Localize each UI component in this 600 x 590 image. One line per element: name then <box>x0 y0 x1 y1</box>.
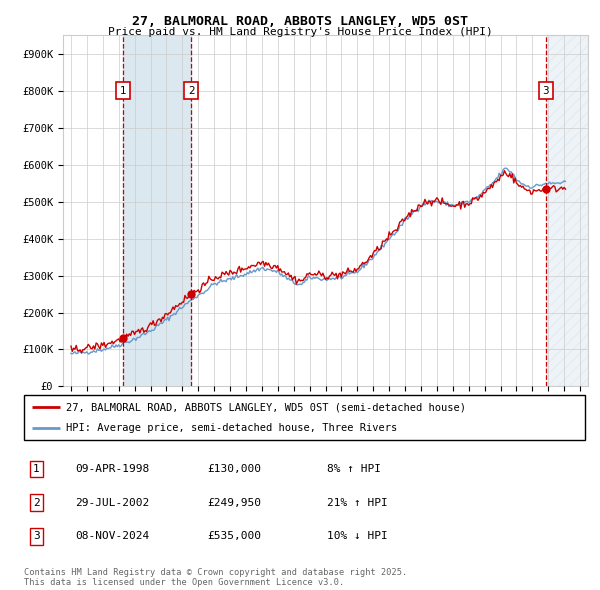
Text: 1: 1 <box>33 464 40 474</box>
Text: 08-NOV-2024: 08-NOV-2024 <box>75 532 149 541</box>
Text: £535,000: £535,000 <box>207 532 261 541</box>
Text: 27, BALMORAL ROAD, ABBOTS LANGLEY, WD5 0ST: 27, BALMORAL ROAD, ABBOTS LANGLEY, WD5 0… <box>132 15 468 28</box>
Text: 2: 2 <box>188 86 195 96</box>
Text: 2: 2 <box>33 498 40 507</box>
Text: 3: 3 <box>33 532 40 541</box>
Text: Price paid vs. HM Land Registry's House Price Index (HPI): Price paid vs. HM Land Registry's House … <box>107 27 493 37</box>
Text: 3: 3 <box>542 86 549 96</box>
Text: 10% ↓ HPI: 10% ↓ HPI <box>327 532 388 541</box>
Text: HPI: Average price, semi-detached house, Three Rivers: HPI: Average price, semi-detached house,… <box>66 422 397 432</box>
Text: £130,000: £130,000 <box>207 464 261 474</box>
Text: 09-APR-1998: 09-APR-1998 <box>75 464 149 474</box>
Text: 8% ↑ HPI: 8% ↑ HPI <box>327 464 381 474</box>
Bar <box>546 35 588 386</box>
FancyBboxPatch shape <box>24 395 585 440</box>
Text: 27, BALMORAL ROAD, ABBOTS LANGLEY, WD5 0ST (semi-detached house): 27, BALMORAL ROAD, ABBOTS LANGLEY, WD5 0… <box>66 402 466 412</box>
Text: 29-JUL-2002: 29-JUL-2002 <box>75 498 149 507</box>
Text: Contains HM Land Registry data © Crown copyright and database right 2025.
This d: Contains HM Land Registry data © Crown c… <box>24 568 407 587</box>
Text: 1: 1 <box>120 86 127 96</box>
Bar <box>123 35 191 386</box>
Text: £249,950: £249,950 <box>207 498 261 507</box>
Text: 21% ↑ HPI: 21% ↑ HPI <box>327 498 388 507</box>
